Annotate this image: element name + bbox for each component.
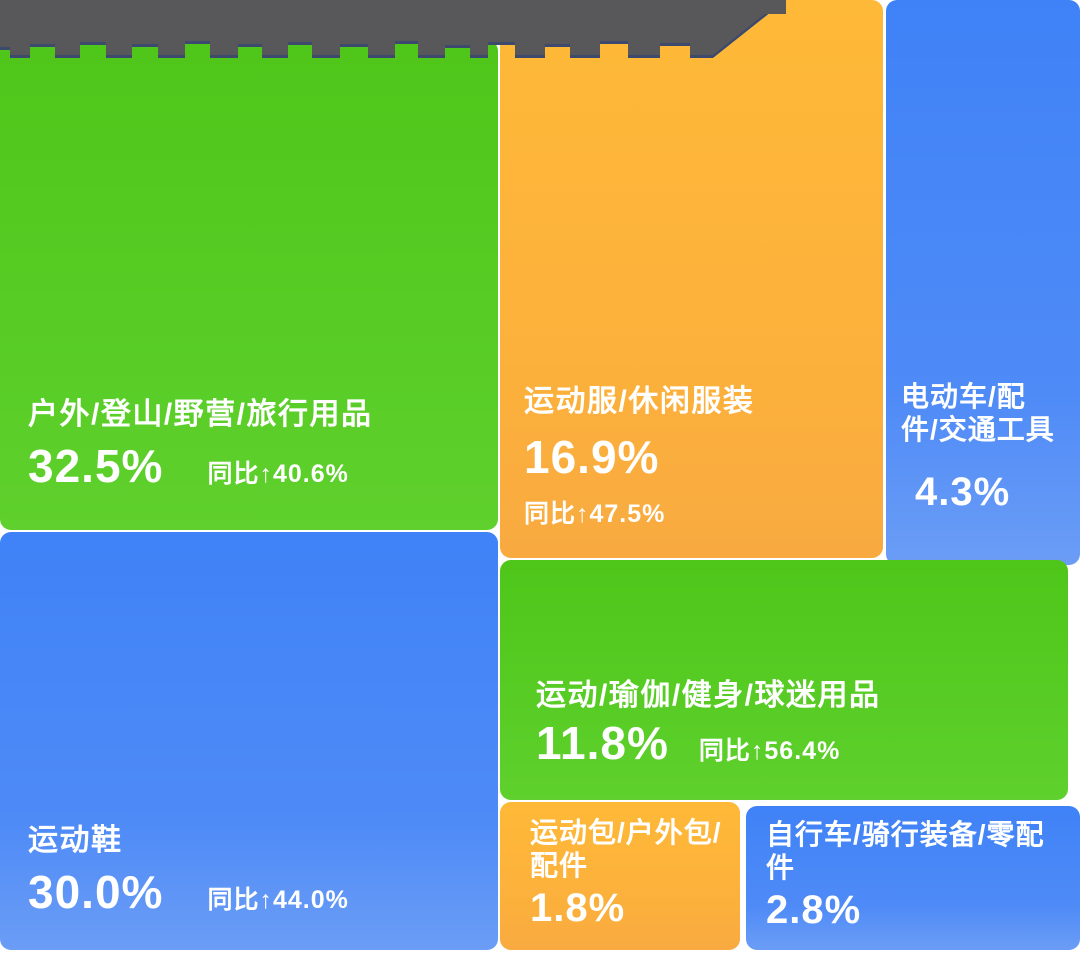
tile-share-value: 16.9% [524,431,660,483]
tile-share-value: 2.8% [766,888,862,933]
tile-content: 运动服/休闲服装 16.9% 同比↑47.5% [524,384,754,530]
tile-content: 运动/瑜伽/健身/球迷用品 11.8% 同比↑56.4% [536,678,881,767]
treemap-tile-sportswear[interactable]: 运动服/休闲服装 16.9% 同比↑47.5% [500,0,883,558]
tile-yoy-value: 同比↑56.4% [698,737,841,765]
treemap-tile-ebike[interactable]: 电动车/配件/交通工具 4.3% [886,0,1080,565]
tile-share-value: 4.3% [915,470,1011,515]
treemap-tile-fitness[interactable]: 运动/瑜伽/健身/球迷用品 11.8% 同比↑56.4% [500,560,1068,800]
tile-share-value: 1.8% [530,886,626,931]
tile-content: 运动包/户外包/配件 1.8% [530,816,730,928]
tile-label: 电动车/配件/交通工具 [901,381,1055,446]
tile-share-value: 30.0% [28,866,164,918]
treemap-tile-bicycle[interactable]: 自行车/骑行装备/零配件 2.8% [746,806,1080,950]
tile-label: 运动服/休闲服装 [524,385,755,418]
tile-content: 户外/登山/野营/旅行用品 32.5% 同比↑40.6% [28,397,373,490]
tile-yoy-value: 同比↑40.6% [207,460,349,488]
tile-content: 自行车/骑行装备/零配件 2.8% [766,818,1066,930]
tile-share-value: 32.5% [28,440,164,492]
tile-label: 户外/登山/野营/旅行用品 [28,398,373,431]
tile-content: 电动车/配件/交通工具 4.3% [901,380,1061,512]
tile-yoy-value: 同比↑47.5% [524,500,666,528]
treemap-tile-outdoor[interactable]: 户外/登山/野营/旅行用品 32.5% 同比↑40.6% [0,40,498,530]
treemap-tile-bags[interactable]: 运动包/户外包/配件 1.8% [500,802,740,950]
treemap-tile-shoes[interactable]: 运动鞋 30.0% 同比↑44.0% [0,532,498,950]
tile-label: 运动鞋 [28,824,123,857]
tile-share-value: 11.8% [536,717,669,769]
tile-label: 运动/瑜伽/健身/球迷用品 [536,679,881,712]
tile-label: 自行车/骑行装备/零配件 [766,819,1045,884]
tile-label: 运动包/户外包/配件 [530,817,722,882]
tile-content: 运动鞋 30.0% 同比↑44.0% [28,823,349,916]
tile-yoy-value: 同比↑44.0% [207,886,349,914]
